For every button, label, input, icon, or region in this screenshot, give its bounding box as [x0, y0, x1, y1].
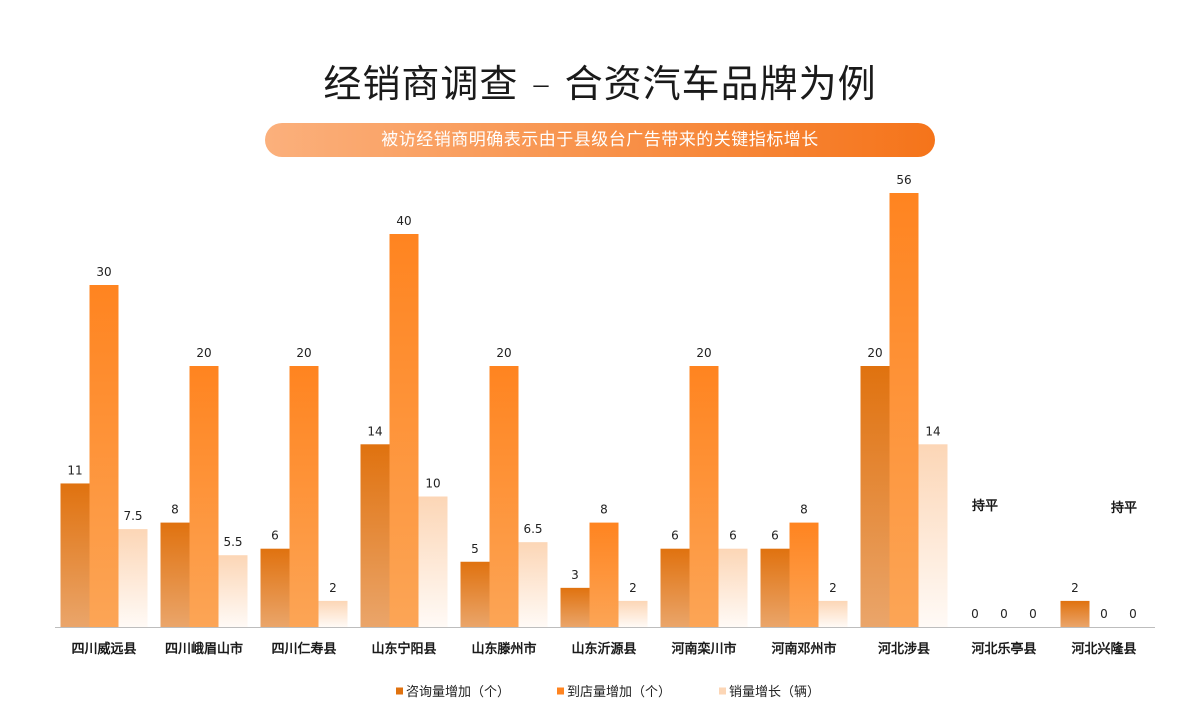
bar-consultations — [260, 548, 290, 627]
category-label: 河北兴隆县 — [1071, 641, 1136, 657]
value-label: 0 — [971, 607, 979, 621]
bar-sales — [218, 555, 248, 627]
category-label: 河北涉县 — [878, 641, 930, 657]
value-label: 7.5 — [123, 509, 142, 523]
value-label: 2 — [629, 581, 637, 595]
value-label: 0 — [1100, 607, 1108, 621]
value-label: 6 — [771, 529, 779, 543]
legend: 咨询量增加（个） 到店量增加（个） 销量增长（辆） — [396, 685, 820, 700]
value-label: 0 — [1000, 607, 1008, 621]
legend-item: 销量增长（辆） — [719, 685, 820, 700]
bar-sales — [318, 600, 348, 627]
value-label: 5 — [471, 542, 479, 556]
bar-consultations — [760, 548, 790, 627]
value-label: 2 — [829, 581, 837, 595]
bar-consultations — [60, 483, 90, 627]
value-label: 8 — [600, 503, 608, 517]
value-label: 5.5 — [223, 535, 242, 549]
bar-store-visits — [889, 193, 919, 627]
bar-consultations — [1060, 600, 1090, 627]
bar-sales — [718, 548, 748, 627]
chart-subtitle: 被访经销商明确表示由于县级台广告带来的关键指标增长 — [381, 130, 819, 150]
annotation-label: 持平 — [1111, 500, 1137, 516]
bar-sales — [418, 496, 448, 627]
value-label: 8 — [800, 503, 808, 517]
annotations: 持平 持平 — [972, 498, 1137, 516]
bar-consultations — [860, 366, 890, 627]
bar-sales — [618, 600, 648, 627]
category-labels: 四川威远县 四川峨眉山市 四川仁寿县 山东宁阳县 山东滕州市 山东沂源县 河南栾川市 河南邓州… — [71, 641, 1136, 657]
legend-label: 到店量增加（个） — [567, 685, 671, 700]
bar-store-visits — [689, 366, 719, 627]
category-label: 河北乐亭县 — [971, 641, 1036, 657]
category-label: 四川峨眉山市 — [165, 641, 243, 657]
value-label: 3 — [571, 568, 579, 582]
bar-store-visits — [489, 366, 519, 627]
value-label: 6 — [729, 529, 737, 543]
value-label: 2 — [329, 581, 337, 595]
legend-marker — [719, 687, 726, 695]
value-label: 2 — [1071, 581, 1079, 595]
bar-store-visits — [189, 366, 219, 627]
value-label: 20 — [196, 346, 211, 360]
bar-sales — [518, 542, 548, 627]
value-label: 40 — [396, 214, 411, 228]
category-label: 山东沂源县 — [571, 641, 636, 657]
value-label: 14 — [925, 424, 940, 438]
value-label: 8 — [171, 503, 179, 517]
value-label: 10 — [425, 477, 440, 491]
bar-sales — [918, 444, 948, 627]
category-label: 山东滕州市 — [471, 641, 536, 657]
value-label: 20 — [867, 346, 882, 360]
category-label: 山东宁阳县 — [371, 641, 436, 657]
legend-marker — [557, 687, 564, 695]
value-label: 56 — [896, 173, 911, 187]
bar-store-visits — [89, 285, 119, 627]
bar-store-visits — [789, 522, 819, 627]
bar-consultations — [560, 587, 590, 627]
annotation-label: 持平 — [972, 498, 998, 514]
value-label: 30 — [96, 265, 111, 279]
value-label: 20 — [696, 346, 711, 360]
bar-consultations — [460, 561, 490, 627]
bar-consultations — [160, 522, 190, 627]
subtitle-banner: 被访经销商明确表示由于县级台广告带来的关键指标增长 — [265, 123, 935, 157]
legend-label: 咨询量增加（个） — [406, 685, 510, 700]
legend-label: 销量增长（辆） — [729, 685, 820, 700]
value-label: 0 — [1129, 607, 1137, 621]
legend-marker — [396, 687, 403, 695]
bars-layer — [60, 193, 1090, 627]
chart-title: 经销商调查 – 合资汽车品牌为例 — [323, 62, 877, 106]
value-label: 11 — [67, 463, 82, 477]
category-label: 河南邓州市 — [771, 641, 836, 657]
category-label: 河南栾川市 — [671, 641, 736, 657]
value-label: 14 — [367, 424, 382, 438]
bar-consultations — [360, 444, 390, 627]
value-label: 6 — [271, 529, 279, 543]
legend-item: 到店量增加（个） — [557, 685, 671, 700]
bar-sales — [118, 529, 148, 627]
value-label: 20 — [296, 346, 311, 360]
bar-sales — [818, 600, 848, 627]
bar-store-visits — [289, 366, 319, 627]
value-label: 20 — [496, 346, 511, 360]
category-label: 四川威远县 — [71, 641, 136, 657]
value-label: 6 — [671, 529, 679, 543]
bar-store-visits — [589, 522, 619, 627]
category-label: 四川仁寿县 — [271, 641, 336, 657]
value-label: 6.5 — [523, 522, 542, 536]
bar-consultations — [660, 548, 690, 627]
value-label: 0 — [1029, 607, 1037, 621]
bar-store-visits — [389, 234, 419, 627]
legend-item: 咨询量增加（个） — [396, 685, 510, 700]
